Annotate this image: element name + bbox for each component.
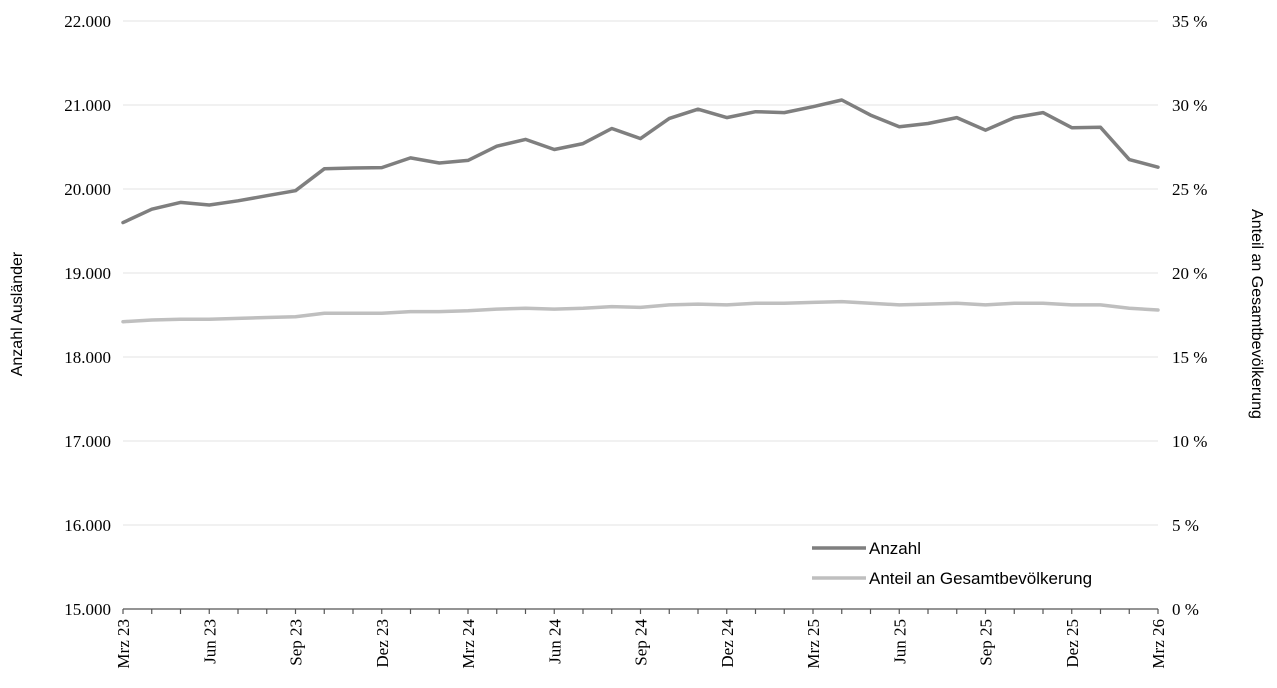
left-y-axis: 15.000 16.000 17.000 18.000 19.000 20.000 21.0… xyxy=(64,12,111,619)
right-tick-label: 15 % xyxy=(1172,348,1207,367)
left-tick-label: 18.000 xyxy=(64,348,111,367)
right-tick-label: 20 % xyxy=(1172,264,1207,283)
x-tick-label: Mrz 23 xyxy=(114,619,133,669)
x-tick-label: Dez 25 xyxy=(1063,619,1082,668)
x-axis: Mrz 23 Jun 23 Sep 23 Dez 23 Mrz 24 Jun 24 Sep … xyxy=(114,608,1168,669)
x-tick-label: Sep 24 xyxy=(632,619,651,666)
x-tick-label: Mrz 26 xyxy=(1149,619,1168,669)
series-line-anzahl xyxy=(121,98,1160,225)
x-tick-label: Sep 25 xyxy=(977,619,996,666)
right-tick-label: 5 % xyxy=(1172,516,1199,535)
series-lines xyxy=(121,98,1160,324)
x-tick-label: Mrz 24 xyxy=(459,619,478,669)
series-line-anteil xyxy=(121,299,1160,324)
right-tick-label: 30 % xyxy=(1172,96,1207,115)
legend-label-anzahl: Anzahl xyxy=(869,539,921,558)
right-tick-label: 0 % xyxy=(1172,600,1199,619)
left-tick-label: 22.000 xyxy=(64,12,111,31)
right-tick-label: 25 % xyxy=(1172,180,1207,199)
x-tick-label: Jun 25 xyxy=(890,619,909,664)
left-tick-label: 19.000 xyxy=(64,264,111,283)
x-tick-label: Jun 23 xyxy=(200,619,219,664)
x-tick-label: Dez 24 xyxy=(718,619,737,668)
right-tick-label: 10 % xyxy=(1172,432,1207,451)
legend-label-anteil: Anteil an Gesamtbevölkerung xyxy=(869,569,1092,588)
right-tick-label: 35 % xyxy=(1172,12,1207,31)
left-tick-label: 21.000 xyxy=(64,96,111,115)
legend: Anzahl Anteil an Gesamtbevölkerung xyxy=(812,539,1092,588)
right-y-axis: 0 % 5 % 10 % 15 % 20 % 25 % 30 % 35 % xyxy=(1172,12,1207,619)
x-tick-label: Mrz 25 xyxy=(804,619,823,669)
x-tick-label: Sep 23 xyxy=(287,619,306,666)
left-axis-title: Anzahl Ausländer xyxy=(9,251,26,376)
left-tick-label: 20.000 xyxy=(64,180,111,199)
left-tick-label: 17.000 xyxy=(64,432,111,451)
gridlines xyxy=(123,20,1158,526)
right-axis-title: Anteil an Gesamtbevölkerung xyxy=(1248,209,1265,419)
left-tick-label: 15.000 xyxy=(64,600,111,619)
left-tick-label: 16.000 xyxy=(64,516,111,535)
x-tick-label: Dez 23 xyxy=(373,619,392,668)
x-tick-label: Jun 24 xyxy=(545,619,564,664)
